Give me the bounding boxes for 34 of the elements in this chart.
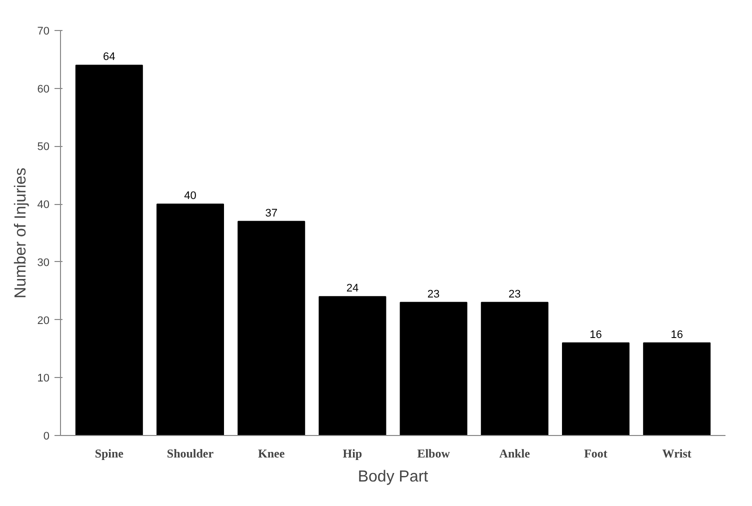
y-tick-label: 50: [37, 141, 50, 154]
x-tick-label: Hip: [342, 446, 362, 460]
x-tick-label: Elbow: [417, 446, 450, 460]
y-tick-label: 60: [37, 83, 50, 96]
x-tick-label: Spine: [94, 446, 124, 460]
x-tick-label: Wrist: [662, 446, 692, 460]
data-label: 23: [427, 288, 440, 300]
data-label: 24: [346, 282, 359, 295]
data-label: 23: [508, 288, 521, 300]
bar: [238, 220, 306, 436]
bar: [562, 342, 630, 436]
x-tick-label: Foot: [584, 446, 608, 460]
x-tick-label: Ankle: [499, 446, 531, 460]
x-axis-title: Body Part: [358, 468, 429, 486]
bar: [400, 302, 468, 436]
data-label: 16: [670, 328, 683, 341]
data-label: 37: [265, 207, 278, 220]
bar: [643, 342, 711, 436]
x-tick-label: Shoulder: [166, 446, 214, 460]
data-label: 40: [184, 190, 196, 202]
y-tick-label: 10: [37, 372, 50, 385]
y-tick-label: 20: [37, 314, 50, 327]
y-tick-label: 70: [37, 26, 50, 38]
bar: [75, 64, 143, 436]
data-label: 64: [103, 51, 116, 64]
y-tick-label: 40: [37, 199, 50, 212]
bar: [318, 296, 386, 436]
bar: [156, 204, 224, 436]
y-tick-label: 30: [37, 256, 50, 269]
y-tick-label: 0: [43, 430, 50, 442]
data-label: 16: [590, 328, 602, 341]
x-tick-label: Knee: [258, 446, 286, 460]
bar: [480, 302, 548, 436]
y-axis-title: Number of Injuries: [12, 168, 30, 298]
